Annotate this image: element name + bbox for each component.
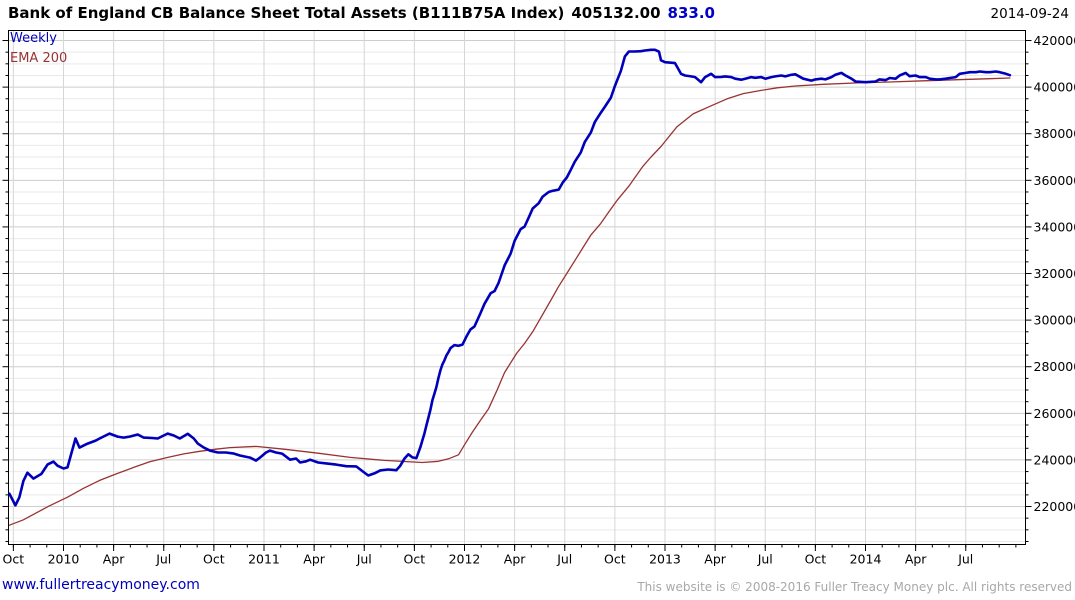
svg-text:360000: 360000 bbox=[1034, 173, 1075, 188]
svg-text:400000: 400000 bbox=[1034, 80, 1075, 95]
y-axis-labels: 220000 240000 260000 280000 300000 320000 3400… bbox=[1034, 33, 1075, 514]
svg-text:Jul: Jul bbox=[356, 552, 372, 567]
svg-text:Oct: Oct bbox=[203, 552, 225, 567]
svg-text:Apr: Apr bbox=[504, 552, 526, 567]
svg-text:320000: 320000 bbox=[1034, 266, 1075, 281]
legend-ema-label: EMA 200 bbox=[10, 51, 68, 66]
svg-text:2014: 2014 bbox=[850, 552, 882, 567]
series-weekly-line bbox=[8, 48, 1012, 507]
svg-text:Apr: Apr bbox=[704, 552, 726, 567]
footer-site-link[interactable]: www.fullertreacymoney.com bbox=[2, 577, 200, 593]
series-ema-200-line bbox=[8, 77, 1011, 526]
svg-text:Oct: Oct bbox=[404, 552, 426, 567]
y-major-gridlines bbox=[8, 40, 1026, 508]
svg-text:Oct: Oct bbox=[604, 552, 626, 567]
svg-text:Oct: Oct bbox=[805, 552, 827, 567]
svg-text:240000: 240000 bbox=[1034, 452, 1075, 467]
title-text: Bank of England CB Balance Sheet Total A… bbox=[8, 4, 565, 22]
svg-text:Jul: Jul bbox=[556, 552, 572, 567]
legend-weekly-label: Weekly bbox=[10, 31, 57, 46]
title-secondary-value: 833.0 bbox=[667, 4, 715, 22]
svg-text:Jul: Jul bbox=[757, 552, 773, 567]
axis-ticks bbox=[2, 40, 1032, 551]
svg-text:Jul: Jul bbox=[155, 552, 171, 567]
svg-text:2013: 2013 bbox=[649, 552, 681, 567]
svg-text:220000: 220000 bbox=[1034, 499, 1075, 514]
svg-text:Apr: Apr bbox=[103, 552, 125, 567]
plot-border bbox=[8, 30, 1026, 545]
svg-text:300000: 300000 bbox=[1034, 313, 1075, 328]
svg-text:340000: 340000 bbox=[1034, 219, 1075, 234]
y-minor-gridlines bbox=[8, 51, 1026, 542]
svg-text:Apr: Apr bbox=[905, 552, 927, 567]
title-last-value: 405132.00 bbox=[571, 4, 661, 22]
svg-text:2011: 2011 bbox=[248, 552, 280, 567]
svg-text:420000: 420000 bbox=[1034, 33, 1075, 48]
svg-text:260000: 260000 bbox=[1034, 406, 1075, 421]
x-gridlines bbox=[12, 30, 967, 545]
svg-text:2010: 2010 bbox=[48, 552, 80, 567]
svg-text:Apr: Apr bbox=[303, 552, 325, 567]
footer-copyright: This website is © 2008-2016 Fuller Treac… bbox=[637, 580, 1072, 594]
chart-date: 2014-09-24 bbox=[990, 6, 1069, 22]
svg-text:Oct: Oct bbox=[3, 552, 25, 567]
page-title: Bank of England CB Balance Sheet Total A… bbox=[8, 4, 715, 22]
svg-text:380000: 380000 bbox=[1034, 126, 1075, 141]
svg-text:280000: 280000 bbox=[1034, 359, 1075, 374]
svg-text:Jul: Jul bbox=[957, 552, 973, 567]
svg-text:2012: 2012 bbox=[449, 552, 481, 567]
x-axis-labels: Oct 2010 Apr Jul Oct 2011 Apr Jul Oct 2012 Apr Jul O… bbox=[3, 552, 974, 567]
